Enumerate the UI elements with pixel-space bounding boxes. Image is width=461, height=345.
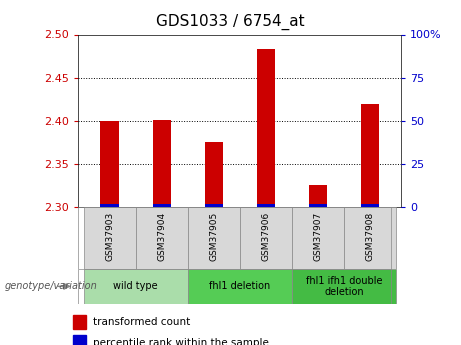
Bar [153, 204, 171, 207]
Bar [361, 104, 379, 207]
Bar [73, 315, 86, 329]
Text: GDS1033 / 6754_at: GDS1033 / 6754_at [156, 14, 305, 30]
Bar [205, 142, 223, 207]
Bar [188, 269, 292, 304]
Text: fhl1 deletion: fhl1 deletion [209, 282, 270, 291]
Bar [240, 207, 292, 269]
Bar [136, 207, 188, 269]
Text: transformed count: transformed count [93, 317, 190, 327]
Text: fhl1 ifh1 double
deletion: fhl1 ifh1 double deletion [306, 276, 382, 297]
Bar [100, 204, 119, 207]
Text: GSM37905: GSM37905 [209, 212, 218, 262]
Text: GSM37908: GSM37908 [365, 212, 374, 262]
Text: GSM37904: GSM37904 [157, 212, 166, 262]
Bar [188, 207, 240, 269]
Text: wild type: wild type [113, 282, 158, 291]
Bar [309, 185, 327, 207]
Bar [257, 204, 275, 207]
Bar [257, 49, 275, 207]
Bar [309, 204, 327, 207]
Text: GSM37906: GSM37906 [261, 212, 270, 262]
Bar [83, 207, 136, 269]
Text: percentile rank within the sample: percentile rank within the sample [93, 338, 269, 345]
Bar [100, 121, 119, 207]
Bar [153, 120, 171, 207]
Bar [292, 207, 344, 269]
Bar [205, 204, 223, 207]
Bar [292, 269, 396, 304]
Text: GSM37903: GSM37903 [105, 212, 114, 262]
Text: genotype/variation: genotype/variation [5, 282, 97, 291]
Bar [83, 269, 188, 304]
Text: GSM37907: GSM37907 [313, 212, 322, 262]
Bar [73, 335, 86, 345]
Bar [361, 204, 379, 207]
Bar [344, 207, 396, 269]
